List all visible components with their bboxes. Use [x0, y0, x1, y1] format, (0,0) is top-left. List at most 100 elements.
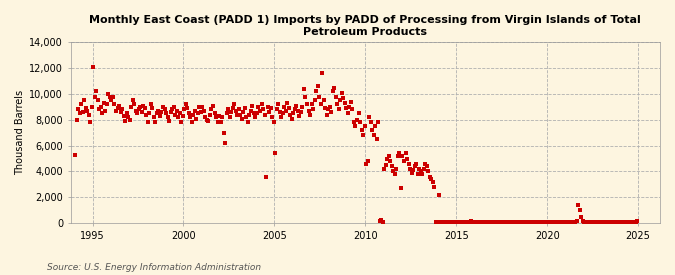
Point [235, 112, 246, 117]
Point [580, 220, 591, 225]
Point [409, 164, 420, 169]
Point [527, 220, 538, 225]
Point [465, 218, 476, 223]
Point [393, 154, 404, 158]
Point [211, 115, 221, 119]
Point [383, 154, 394, 158]
Point [176, 120, 186, 125]
Point [435, 220, 446, 225]
Point [352, 118, 362, 122]
Point [468, 220, 479, 225]
Point [340, 101, 350, 105]
Point [388, 169, 399, 174]
Point [232, 112, 242, 117]
Point [256, 102, 267, 106]
Point [292, 109, 303, 113]
Point [330, 94, 341, 99]
Point [449, 220, 460, 225]
Point [587, 220, 597, 225]
Point [620, 220, 630, 225]
Point [367, 128, 377, 132]
Point [258, 107, 269, 112]
Point [397, 154, 408, 158]
Point [566, 220, 576, 225]
Point [70, 152, 80, 157]
Point [227, 106, 238, 110]
Point [429, 185, 439, 189]
Point [509, 220, 520, 225]
Point [150, 120, 161, 125]
Point [544, 220, 555, 225]
Point [520, 220, 531, 225]
Point [80, 106, 91, 110]
Point [144, 111, 155, 116]
Point [262, 105, 273, 109]
Point [632, 218, 643, 223]
Point [146, 102, 157, 106]
Point [117, 107, 128, 112]
Point [179, 107, 190, 112]
Point [601, 220, 612, 225]
Point [217, 115, 227, 119]
Point [297, 105, 308, 109]
Point [327, 89, 338, 94]
Point [236, 116, 247, 121]
Point [574, 208, 585, 212]
Point [215, 120, 226, 125]
Title: Monthly East Coast (PADD 1) Imports by PADD of Processing from Virgin Islands of: Monthly East Coast (PADD 1) Imports by P… [90, 15, 641, 37]
Point [208, 103, 219, 108]
Point [524, 220, 535, 225]
Point [241, 115, 252, 119]
Point [362, 159, 373, 163]
Point [194, 105, 205, 109]
Point [439, 220, 450, 225]
Point [373, 120, 383, 125]
Point [426, 177, 437, 182]
Point [521, 220, 532, 225]
Point [313, 84, 323, 89]
Point [482, 220, 493, 225]
Point [168, 105, 179, 109]
Point [444, 220, 455, 225]
Point [74, 111, 85, 116]
Point [71, 118, 82, 122]
Point [238, 110, 248, 114]
Point [248, 111, 259, 116]
Point [623, 220, 634, 225]
Point [155, 114, 165, 118]
Point [234, 107, 244, 112]
Point [523, 220, 534, 225]
Point [502, 220, 512, 225]
Point [606, 220, 617, 225]
Point [360, 161, 371, 166]
Point [261, 174, 271, 179]
Point [549, 220, 560, 225]
Point [247, 103, 258, 108]
Point [274, 110, 285, 114]
Point [612, 220, 623, 225]
Point [391, 167, 402, 171]
Point [151, 111, 162, 116]
Point [202, 118, 213, 122]
Text: Source: U.S. Energy Information Administration: Source: U.S. Energy Information Administ… [47, 263, 261, 272]
Point [605, 220, 616, 225]
Point [106, 98, 117, 103]
Point [377, 220, 388, 224]
Point [539, 220, 550, 225]
Point [314, 94, 325, 99]
Point [481, 220, 491, 225]
Point [441, 220, 452, 225]
Point [551, 220, 562, 225]
Point [404, 167, 415, 171]
Point [224, 115, 235, 119]
Point [599, 220, 610, 225]
Point [573, 203, 584, 207]
Point [550, 220, 561, 225]
Point [585, 220, 596, 225]
Point [180, 102, 191, 106]
Point [242, 120, 253, 125]
Point [162, 115, 173, 119]
Point [526, 220, 537, 225]
Point [209, 111, 220, 116]
Point [610, 220, 620, 225]
